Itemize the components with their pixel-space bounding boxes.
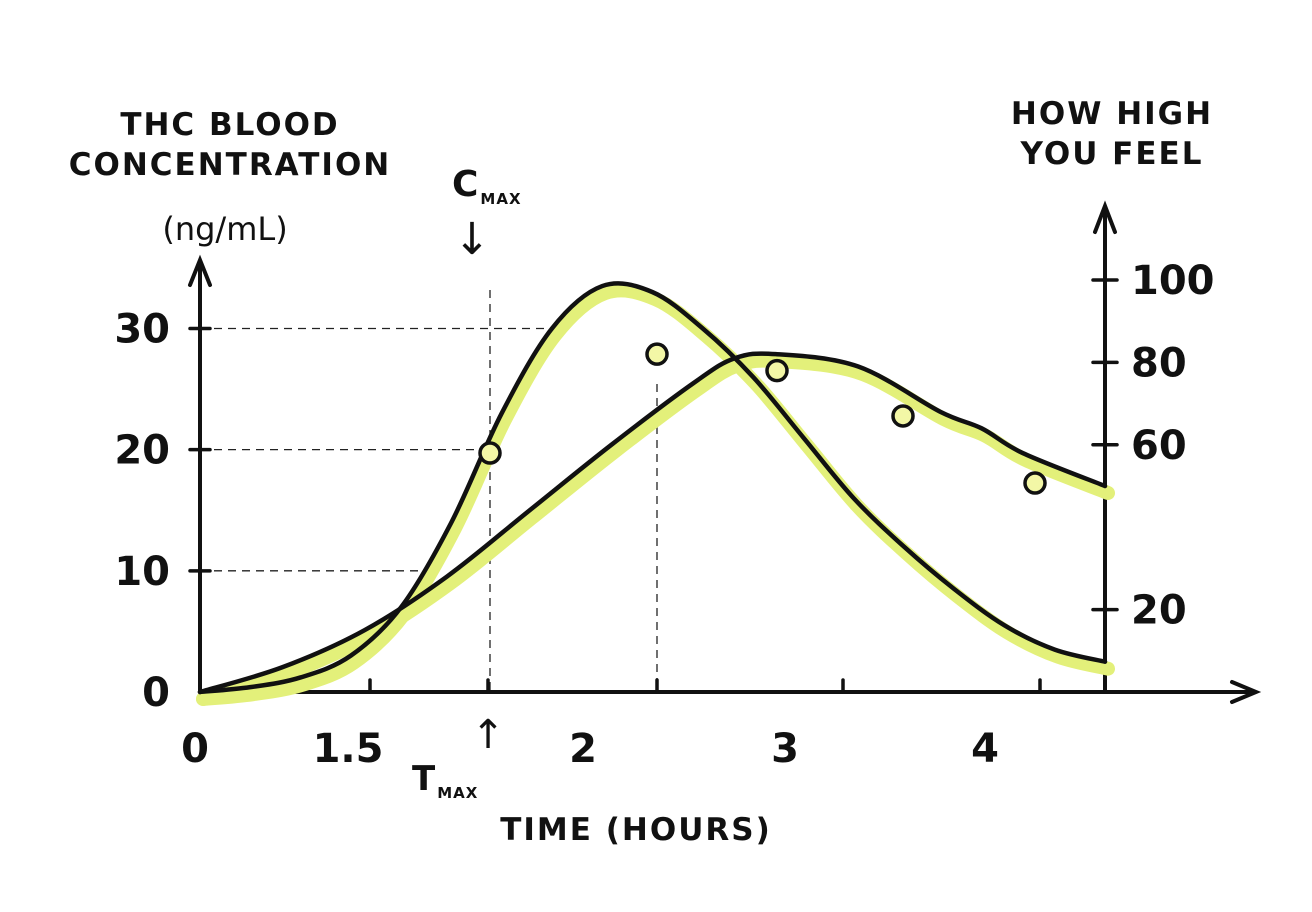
high-data-point <box>645 342 669 366</box>
tmax-main: T <box>412 759 436 799</box>
series-layer <box>196 281 1115 706</box>
cmax-label: C MAX <box>452 164 522 208</box>
left-axis-title-line-2: CONCENTRATION <box>69 147 392 183</box>
high-highlight <box>196 353 1115 706</box>
left-tick-label: 20 <box>114 428 170 474</box>
left-axis-arrow-icon <box>188 254 212 287</box>
high-data-point <box>1023 471 1047 495</box>
x-tick-label: 3 <box>771 726 799 772</box>
right-tick-label: 100 <box>1131 258 1215 304</box>
cmax-sub: MAX <box>480 190 521 208</box>
x-tick-label: 1.5 <box>313 726 384 772</box>
high-data-point <box>891 404 915 428</box>
x-axis-title: TIME (HOURS) <box>500 812 772 848</box>
cmax-main: C <box>452 164 478 205</box>
concentration-highlight <box>196 283 1115 706</box>
x-tick-label: 2 <box>569 726 597 772</box>
cmax-arrow: ↓ <box>454 214 491 265</box>
x-axis-arrow-icon <box>1230 680 1262 704</box>
x-tick-label: 0 <box>181 726 209 772</box>
high-data-point <box>765 358 789 383</box>
left-tick-label: 30 <box>114 306 170 352</box>
right-axis-arrow-icon <box>1093 200 1117 234</box>
right-tick-label: 60 <box>1131 423 1187 469</box>
tmax-label: T MAX <box>412 759 478 802</box>
ticks: 0 10 20 30 20 60 80 100 0 1.5 2 3 4 <box>114 258 1214 772</box>
tmax-arrow: ↑ <box>471 712 505 758</box>
concentration-curve <box>197 281 1108 695</box>
high-data-point <box>478 441 502 465</box>
markers <box>478 342 1047 495</box>
right-tick-label: 80 <box>1131 340 1187 386</box>
left-tick-label: 10 <box>114 549 170 595</box>
left-tick-label: 0 <box>142 670 170 716</box>
x-tick-label: 4 <box>971 726 999 772</box>
right-axis-title-line-1: HOW HIGH <box>1011 96 1213 132</box>
high-curve <box>197 351 1108 695</box>
left-axis-title-line-1: THC BLOOD <box>120 107 339 143</box>
right-tick-label: 20 <box>1131 588 1187 634</box>
guide-lines <box>200 290 658 692</box>
left-axis-unit: (ng/mL) <box>162 210 287 248</box>
tmax-sub: MAX <box>437 784 478 802</box>
right-axis-title-line-2: YOU FEEL <box>1020 136 1204 172</box>
